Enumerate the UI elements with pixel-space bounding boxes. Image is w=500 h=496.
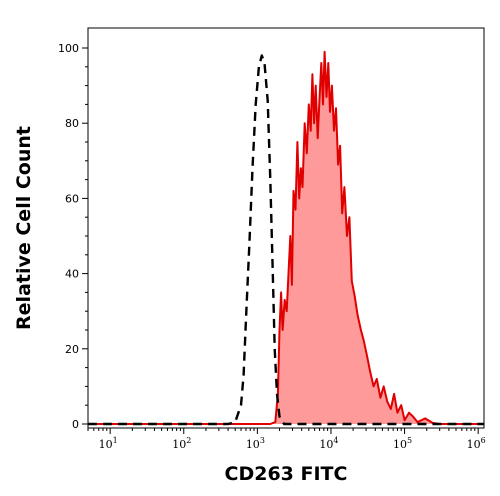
y-tick-label: 0: [72, 418, 79, 431]
x-axis: 101 102 103 104 105 106: [87, 428, 486, 451]
x-tick-label: 102: [172, 436, 191, 451]
y-tick-label: 20: [65, 343, 79, 356]
y-tick-label: 40: [65, 268, 79, 281]
plot-marks: [88, 50, 484, 426]
x-tick-label: 105: [393, 436, 412, 451]
y-tick-label: 100: [58, 42, 79, 55]
x-tick-label: 103: [246, 436, 265, 451]
x-tick-label: 101: [99, 436, 118, 451]
y-axis: 0 20 40 60 80 100: [58, 42, 88, 431]
x-tick-label: 106: [467, 436, 486, 451]
y-axis-title: Relative Cell Count: [13, 126, 35, 330]
y-tick-label: 80: [65, 117, 79, 130]
series-line-1: [88, 50, 484, 425]
x-axis-title: CD263 FITC: [225, 463, 348, 485]
y-tick-label: 60: [65, 192, 79, 205]
series-line-0: [88, 54, 484, 426]
series-fill-1: [88, 51, 484, 425]
x-tick-label: 104: [319, 436, 338, 451]
plot-frame: [87, 27, 485, 429]
